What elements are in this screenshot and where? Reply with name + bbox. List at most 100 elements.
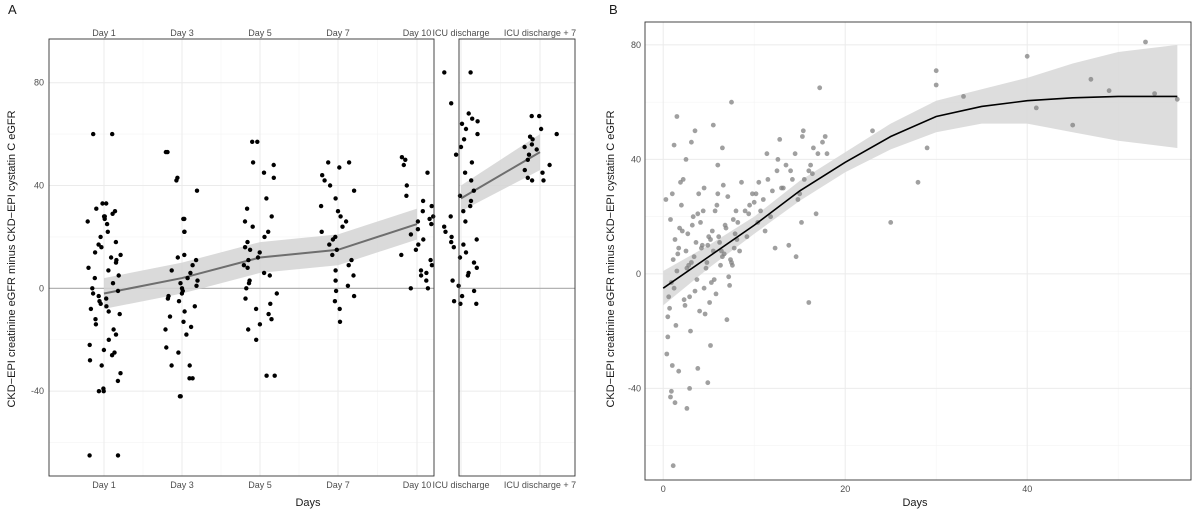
data-point: [800, 128, 806, 134]
top-tick-label-icu-discharge-7: ICU discharge + 7: [504, 28, 576, 38]
data-point-day-10: [416, 242, 421, 247]
data-point-day-3: [192, 304, 197, 309]
data-point-icu-discharge: [475, 131, 480, 137]
data-point-day-1: [101, 347, 107, 353]
data-point-day-5: [254, 337, 259, 342]
data-point: [720, 182, 726, 188]
top-tick-label-day-1: Day 1: [92, 28, 116, 38]
data-point-day-1: [99, 245, 104, 250]
data-point-icu-discharge: [462, 170, 468, 175]
data-point-day-7: [346, 160, 352, 165]
data-point-icu-discharge: [458, 144, 464, 150]
data-point: [672, 237, 678, 242]
data-point-day-1: [100, 201, 105, 206]
panel-a-y-axis-title: CKD−EPI creatinine eGFR minus CKD−EPI cy…: [6, 110, 18, 407]
data-point-icu-discharge: [463, 219, 468, 224]
data-point-day-10: [418, 268, 424, 273]
data-point-day-7: [351, 293, 357, 299]
data-point-day-5: [261, 270, 267, 276]
panel-border: [48, 38, 435, 477]
data-point: [820, 139, 825, 145]
data-point-icu-discharge: [471, 260, 477, 265]
data-point: [765, 177, 771, 182]
data-point-day-3: [190, 376, 195, 381]
data-point-icu-discharge: [451, 245, 456, 250]
data-point-icu-discharge: [474, 237, 479, 242]
top-tick-label-day-10: Day 10: [403, 28, 432, 38]
data-point-icu-discharge-7: [554, 131, 559, 137]
data-point: [709, 228, 715, 234]
data-point: [676, 245, 682, 251]
data-point-day-7: [318, 203, 324, 209]
data-point-day-5: [244, 286, 249, 291]
data-point-day-1: [108, 255, 114, 260]
data-point-day-7: [351, 273, 356, 278]
data-point: [666, 294, 672, 300]
data-point-icu-discharge: [450, 278, 455, 283]
data-point-icu-discharge-7: [538, 126, 544, 132]
data-point-day-7: [335, 209, 341, 214]
data-point: [817, 85, 823, 91]
data-point: [790, 177, 795, 182]
data-point-day-1: [93, 322, 99, 327]
data-point-day-1: [110, 131, 115, 137]
data-point-day-3: [169, 268, 174, 273]
top-tick-label-day-7: Day 7: [326, 28, 350, 38]
data-point-day-3: [182, 229, 187, 234]
data-point-icu-discharge: [470, 116, 475, 121]
data-point: [670, 257, 676, 262]
data-point: [824, 151, 830, 157]
data-point-day-5: [250, 224, 255, 229]
data-point: [717, 240, 722, 245]
data-point-icu-discharge: [457, 255, 463, 260]
data-point-day-10: [421, 237, 426, 242]
data-point: [679, 202, 684, 208]
data-point-icu-discharge: [474, 301, 479, 306]
data-point-day-3: [187, 376, 192, 381]
data-point-day-10: [399, 252, 404, 258]
data-point-day-10: [404, 193, 409, 198]
data-point: [792, 151, 798, 157]
data-point-icu-discharge: [449, 234, 454, 240]
data-point-day-10: [408, 286, 413, 291]
data-point-day-5: [246, 281, 252, 286]
data-point-day-5: [269, 317, 274, 322]
data-point-icu-discharge-7: [540, 170, 545, 175]
data-point-day-1: [111, 327, 116, 332]
data-point-day-5: [245, 239, 250, 245]
data-point-day-3: [194, 188, 200, 193]
data-point: [715, 162, 721, 168]
data-point-day-1: [92, 250, 98, 255]
smooth-trend-line: [662, 95, 1178, 289]
data-point: [806, 300, 812, 305]
data-point: [933, 82, 939, 88]
data-point: [676, 368, 682, 374]
data-point-day-1: [98, 301, 103, 306]
bottom-tick-label-day-3: Day 3: [170, 480, 194, 490]
data-point: [669, 388, 674, 394]
data-point: [720, 145, 725, 151]
panel-b-letter: B: [609, 2, 618, 17]
data-point: [933, 68, 939, 74]
data-point: [810, 171, 815, 177]
data-point: [772, 245, 778, 251]
data-point-day-1: [85, 219, 90, 224]
data-point: [703, 265, 709, 271]
data-point-day-7: [320, 173, 325, 178]
data-point: [808, 162, 813, 168]
data-point: [664, 351, 670, 357]
bottom-tick-label-icu-discharge-7: ICU discharge + 7: [504, 480, 576, 490]
data-point: [668, 217, 673, 222]
data-point-icu-discharge: [453, 152, 459, 157]
data-point-icu-discharge: [465, 273, 471, 278]
data-point-day-5: [242, 245, 248, 250]
data-point: [687, 294, 692, 300]
data-point-day-7: [333, 288, 339, 294]
data-point: [710, 122, 716, 128]
data-point-day-5: [241, 263, 247, 268]
data-point: [774, 168, 780, 174]
data-point-day-3: [182, 252, 187, 258]
data-point-day-7: [334, 247, 339, 252]
data-point: [683, 248, 689, 254]
data-point: [669, 191, 675, 197]
